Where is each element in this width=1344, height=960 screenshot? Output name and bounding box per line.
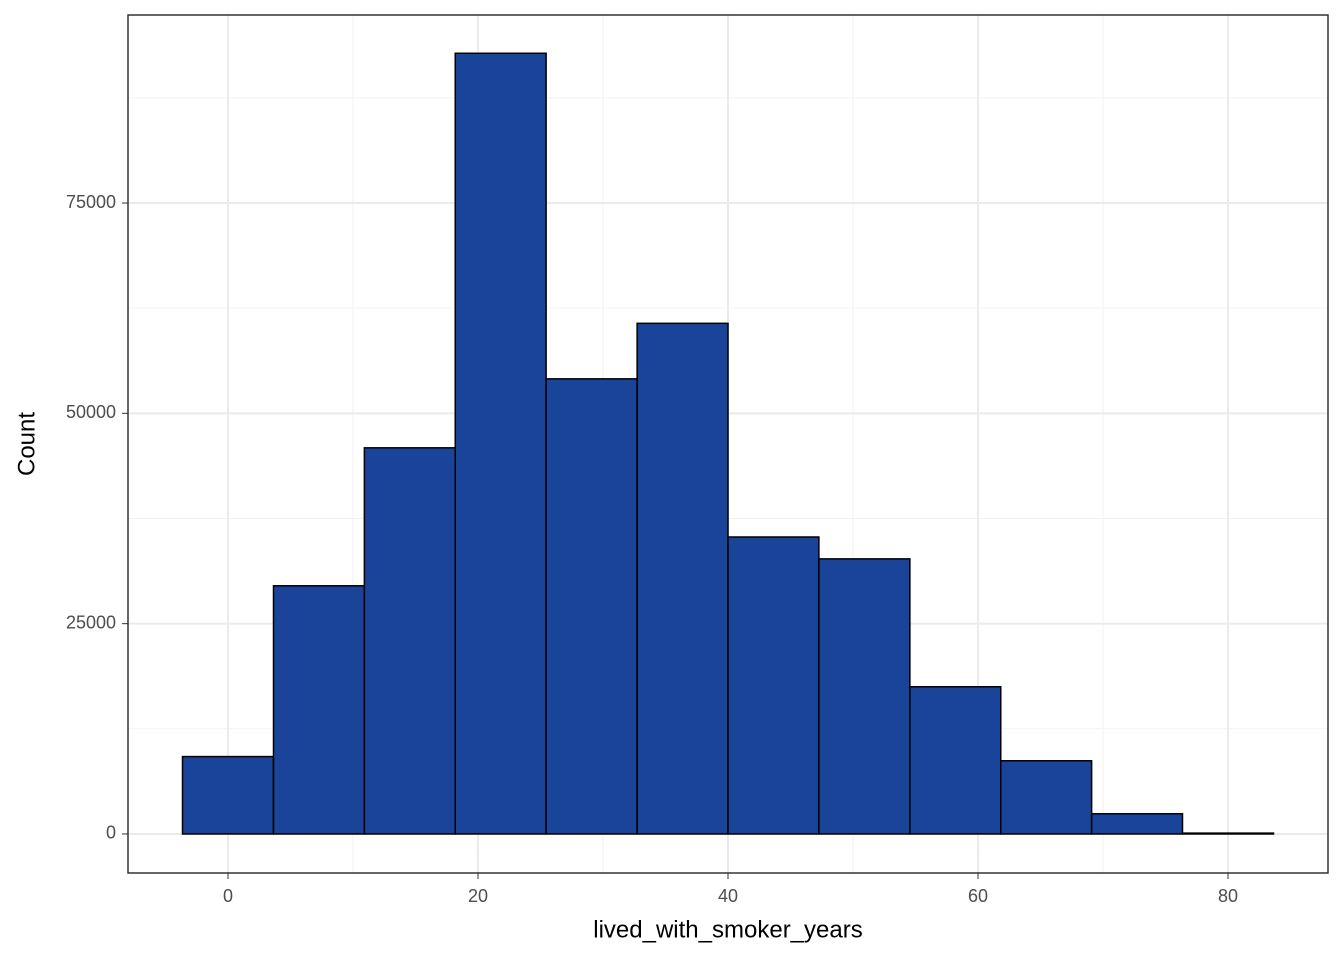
bar [545,378,638,835]
y-tick-label: 0 [106,823,116,843]
y-axis-title: Count [13,412,40,476]
bar [1090,813,1184,835]
bar [454,52,547,835]
y-tick-label: 50000 [66,402,116,422]
x-tick-label: 60 [968,886,988,906]
bar [363,447,456,835]
bar [1000,760,1093,835]
bar [636,322,729,835]
x-tick-label: 20 [468,886,488,906]
bar [272,585,366,835]
bar [727,536,820,835]
bar [181,755,275,835]
bar [909,685,1002,835]
panel-border [127,14,1329,874]
y-tick-label: 25000 [66,612,116,632]
x-tick-label: 40 [718,886,738,906]
x-tick-label: 0 [223,886,233,906]
bar [818,558,911,835]
bar [1181,832,1275,835]
x-axis-title: lived_with_smoker_years [593,916,862,943]
x-tick-label: 80 [1218,886,1238,906]
y-tick-label: 75000 [66,192,116,212]
